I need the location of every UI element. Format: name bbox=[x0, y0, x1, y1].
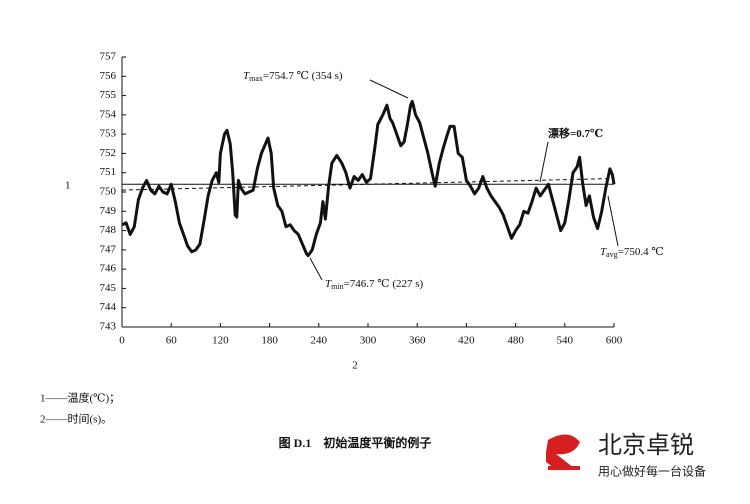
y-tick-label: 751 bbox=[100, 166, 117, 178]
arrow bbox=[539, 141, 549, 183]
arrow bbox=[309, 257, 323, 281]
y-tick-label: 755 bbox=[100, 89, 117, 101]
y-tick-label: 746 bbox=[100, 263, 117, 275]
x-tick-label: 0 bbox=[119, 335, 125, 347]
temperature-line bbox=[121, 99, 616, 258]
y-tick-label: 756 bbox=[100, 70, 117, 82]
annotation-symbol: T bbox=[243, 70, 250, 82]
x-tick-label: 600 bbox=[606, 335, 623, 347]
y-tick-label: 745 bbox=[100, 282, 117, 294]
arrow bbox=[369, 79, 409, 99]
y-tick-label: 749 bbox=[100, 205, 117, 217]
x-tick-label: 180 bbox=[261, 335, 278, 347]
x-axis-label: 2 bbox=[352, 360, 358, 372]
y-axis-label: 1 bbox=[65, 180, 71, 192]
annotation: Tmin=746.7 ℃ (227 s) bbox=[325, 278, 424, 291]
annotation-symbol: T bbox=[600, 246, 607, 258]
x-tick-label: 60 bbox=[166, 335, 178, 347]
y-tick-label: 748 bbox=[100, 224, 117, 236]
note: 1——温度(℃)； bbox=[40, 391, 120, 405]
x-tick-label: 360 bbox=[409, 335, 426, 347]
x-tick-label: 420 bbox=[458, 335, 475, 347]
note: 2——时间(s)。 bbox=[40, 413, 112, 426]
y-tick-label: 750 bbox=[100, 186, 117, 198]
x-tick-label: 120 bbox=[212, 335, 229, 347]
annotation-text: =750.4 ℃ bbox=[618, 246, 664, 258]
annotation-text: =746.7 ℃ (227 s) bbox=[344, 278, 424, 290]
annotation-subscript: min bbox=[331, 282, 343, 291]
y-tick-label: 743 bbox=[100, 321, 117, 333]
logo-name: 北京卓锐 bbox=[598, 431, 694, 459]
drift-line bbox=[121, 178, 615, 191]
x-tick-label: 480 bbox=[507, 335, 524, 347]
caption: 图 D.1 初始温度平衡的例子 bbox=[279, 435, 432, 450]
arrow bbox=[607, 195, 619, 247]
y-tick-label: 752 bbox=[100, 147, 117, 159]
annotation-arrows bbox=[309, 79, 619, 281]
annotation: Tavg=750.4 ℃ bbox=[600, 246, 664, 259]
y-tick-label: 754 bbox=[100, 108, 117, 120]
y-tick-label: 753 bbox=[100, 128, 117, 140]
annotation-text: 漂移=0.7℃ bbox=[548, 126, 603, 140]
logo-slogan: 用心做好每一台设备 bbox=[598, 464, 706, 479]
x-tick-label: 240 bbox=[311, 335, 328, 347]
annotation-text: =754.7 ℃ (354 s) bbox=[263, 70, 343, 82]
annotation: 漂移=0.7℃ bbox=[548, 126, 603, 140]
annotation-symbol: T bbox=[325, 278, 332, 290]
y-tick-label: 744 bbox=[100, 301, 117, 313]
annotation-subscript: avg bbox=[606, 250, 618, 259]
logo: 北京卓锐 用心做好每一台设备 bbox=[546, 431, 706, 479]
annotation: Tmax=754.7 ℃ (354 s) bbox=[243, 70, 343, 83]
x-tick-label: 540 bbox=[557, 335, 574, 347]
y-tick-label: 757 bbox=[100, 51, 117, 63]
y-tick-label: 747 bbox=[100, 243, 117, 255]
logo-icon bbox=[546, 434, 580, 468]
x-tick-label: 300 bbox=[360, 335, 377, 347]
annotation-subscript: max bbox=[249, 74, 263, 83]
